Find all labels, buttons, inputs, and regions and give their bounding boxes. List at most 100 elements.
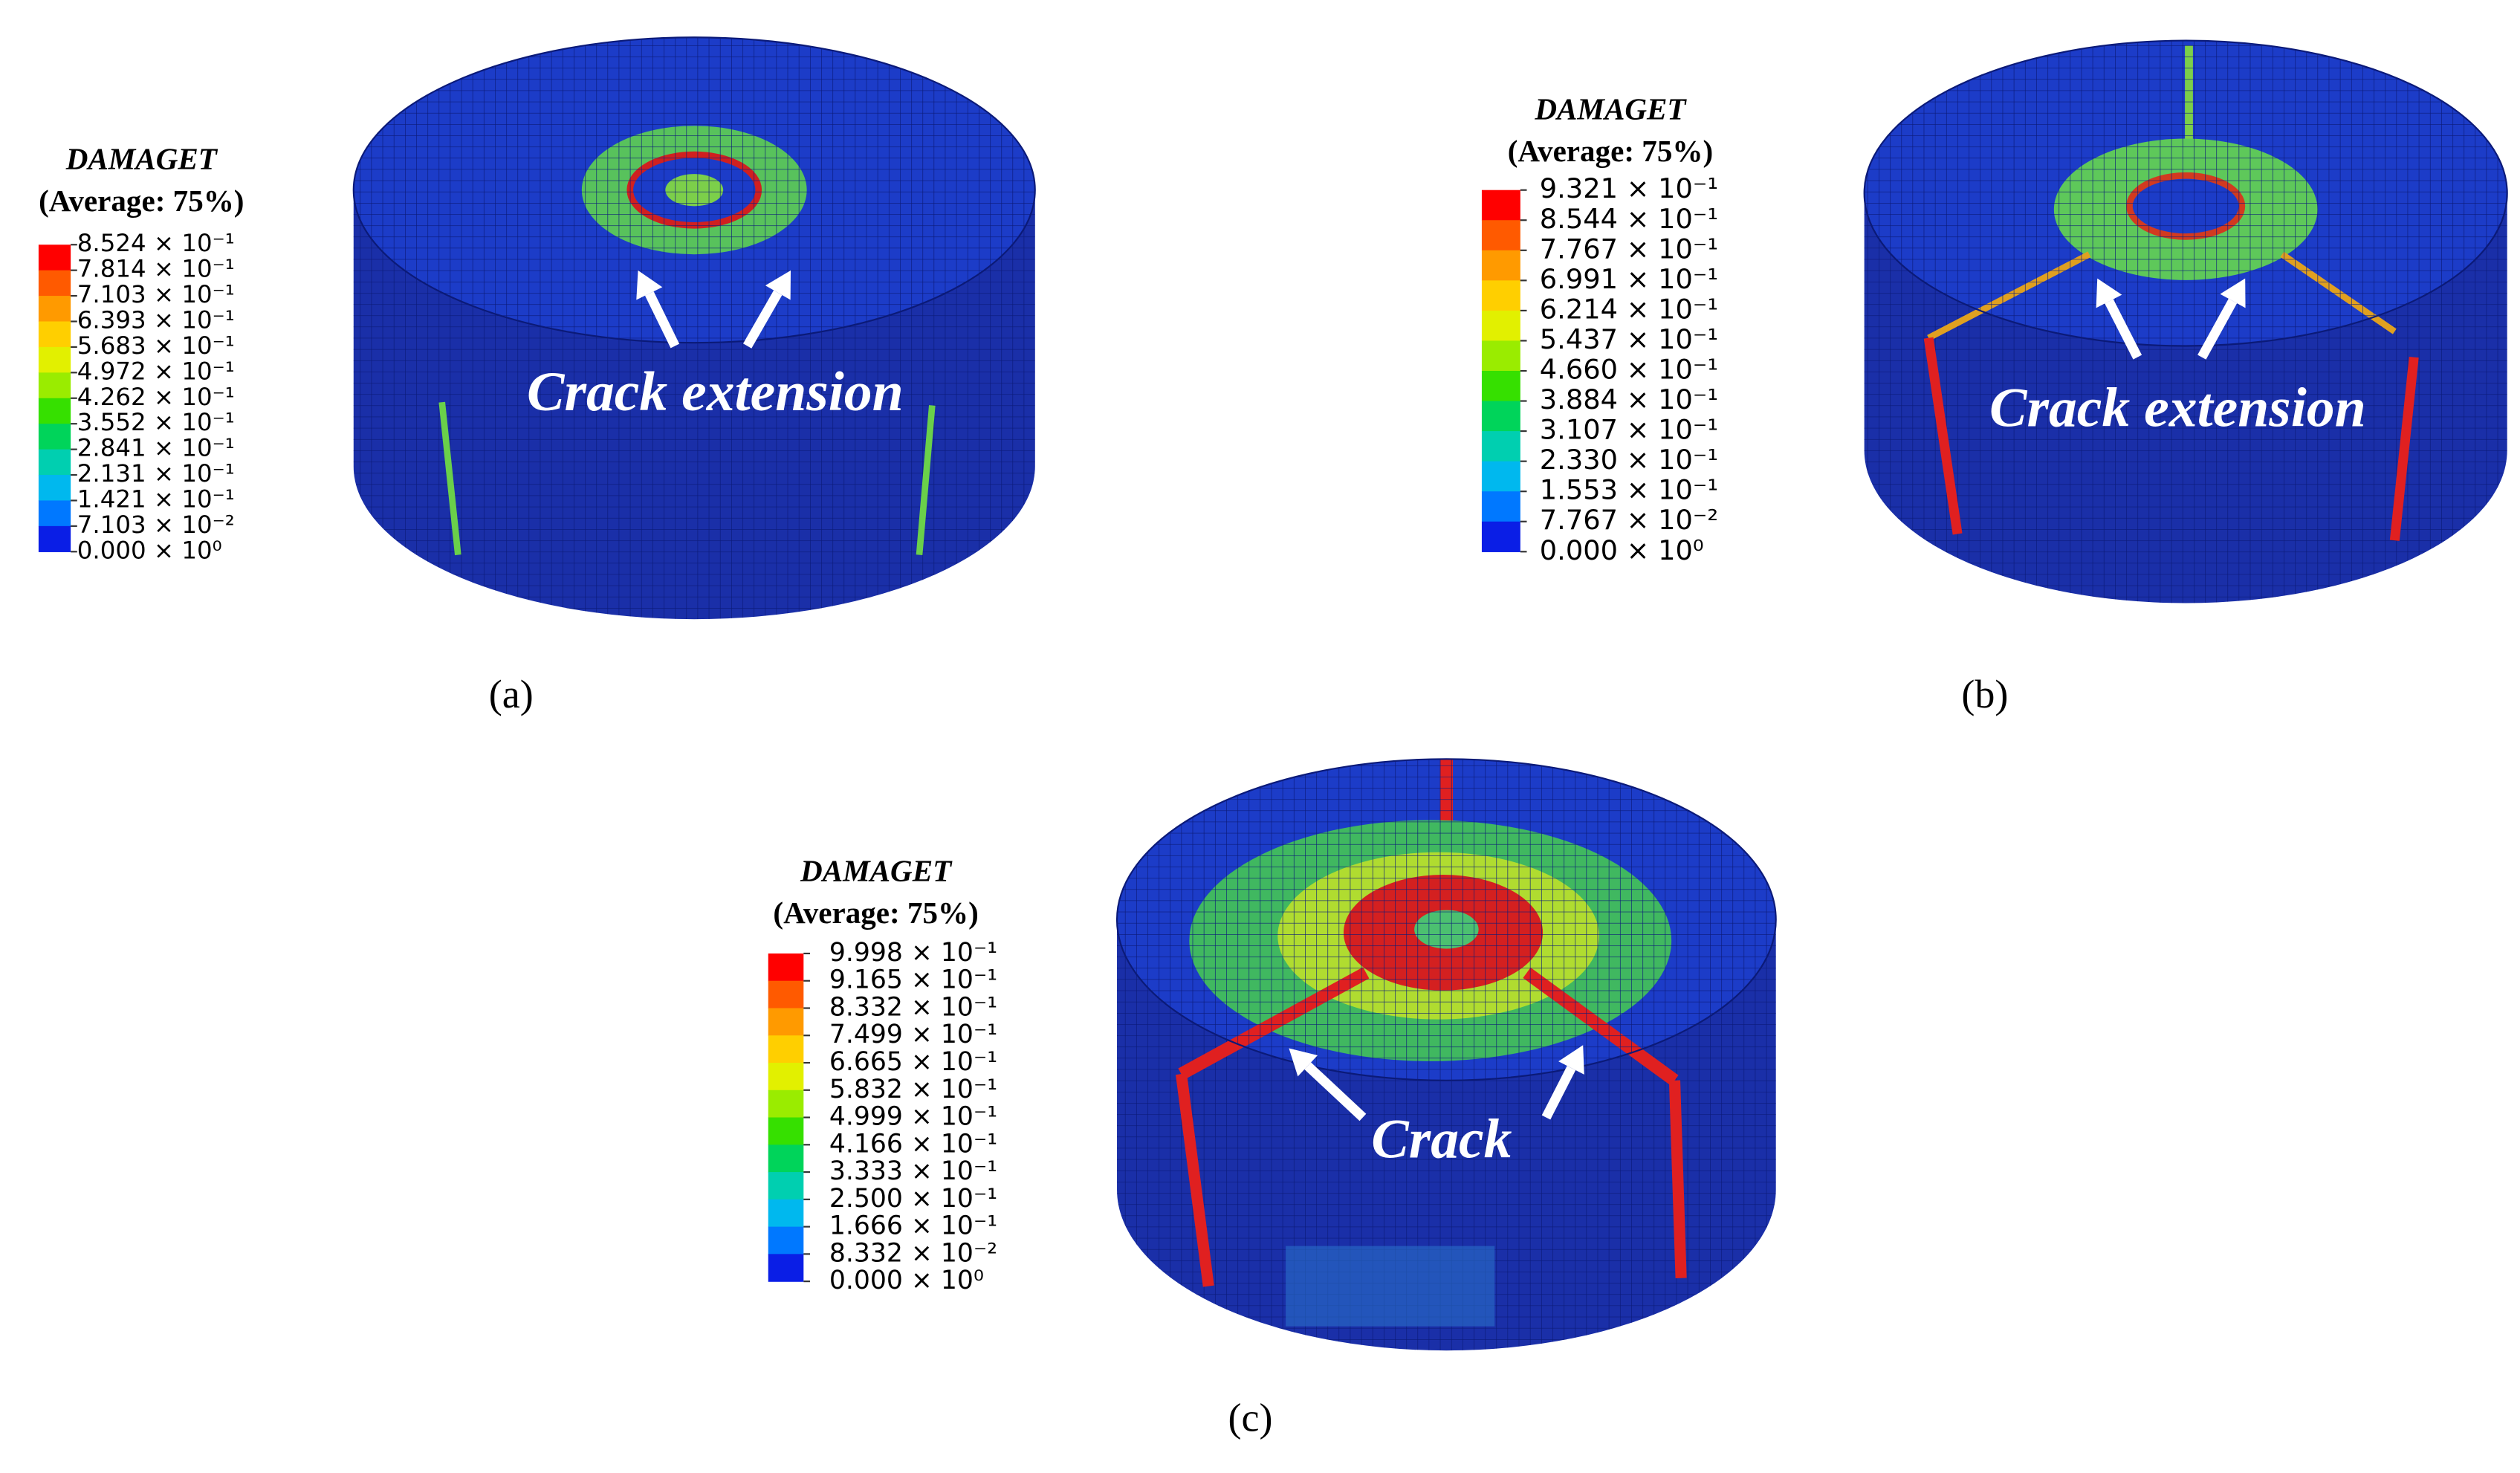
legend-subtitle: (Average: 75%) [773,896,978,930]
crack [2389,356,2419,541]
crack [438,401,461,556]
legend-band [38,346,71,373]
legend-label: 5.832 × 10⁻¹ [829,1075,997,1104]
legend-band [768,1226,804,1255]
arrow-head [765,270,791,300]
arrow [2197,298,2238,360]
legend-band [1481,401,1520,432]
legend-label: 4.660 × 10⁻¹ [1540,354,1718,386]
legend-band [1481,461,1520,492]
legend-label: 7.767 × 10⁻¹ [1540,233,1718,265]
legend-band [768,1117,804,1145]
legend-label: 0.000 × 10⁰ [1540,534,1704,566]
legend-label: 8.332 × 10⁻¹ [829,992,997,1022]
arrow-head [1558,1045,1584,1075]
legend-band [1481,250,1520,282]
damage-zone [1286,1246,1495,1327]
legend-band [38,500,71,527]
annotation: Crack [1371,1109,1512,1171]
annotation: Crack extension [1989,378,2366,439]
legend-label: 3.884 × 10⁻¹ [1540,383,1718,415]
legend-label: 3.552 × 10⁻¹ [77,408,235,436]
panel: Crack extension DAMAGET (Average: 75%) 8.52… [38,36,1036,716]
legend-band [768,953,804,982]
legend-label: 9.165 × 10⁻¹ [829,965,997,995]
panel: Crack DAMAGET (Average: 75%) 9.998 × 10⁻¹9.… [768,758,1777,1440]
cylinder-mesh [1115,758,1777,1081]
crack [1923,337,1963,535]
legend-band [768,980,804,1009]
legend-label: 6.393 × 10⁻¹ [77,306,235,334]
legend-band [38,424,71,450]
legend-label: 6.665 × 10⁻¹ [829,1047,997,1077]
legend-label: 2.330 × 10⁻¹ [1540,444,1718,476]
legend-label: 6.991 × 10⁻¹ [1540,263,1718,295]
caption: (a) [489,672,534,716]
caption: (c) [1228,1395,1273,1440]
legend-label: 5.683 × 10⁻¹ [77,331,235,360]
legend-band [1481,310,1520,342]
legend-label: 9.998 × 10⁻¹ [829,938,997,968]
legend-title: DAMAGET [800,854,953,888]
arrow [742,290,783,349]
caption: (b) [1961,672,2008,716]
crack [916,405,936,555]
arrow [1304,1062,1367,1121]
legend-label: 3.107 × 10⁻¹ [1540,414,1718,446]
legend-label: 7.814 × 10⁻¹ [77,255,235,283]
legend-label: 8.544 × 10⁻¹ [1540,203,1718,235]
legend-label: 8.524 × 10⁻¹ [77,229,235,257]
legend-title: DAMAGET [65,142,218,176]
legend-band [768,1145,804,1173]
legend-band [38,270,71,297]
legend-band [768,1035,804,1064]
legend-label: 9.321 × 10⁻¹ [1540,172,1718,204]
arrow [2105,299,2142,360]
legend-band [38,372,71,399]
arrow [1541,1066,1576,1120]
legend-title: DAMAGET [1534,92,1687,126]
legend-band [768,1090,804,1118]
legend-label: 8.332 × 10⁻² [829,1238,997,1268]
legend-band [38,296,71,323]
legend-band [768,1254,804,1282]
legend-band [38,321,71,348]
legend-band [1481,280,1520,311]
legend-band [1481,431,1520,462]
panel: Crack extension DAMAGET (Average: 75%) 9.32… [1481,39,2508,716]
annotation: Crack extension [527,361,904,423]
legend-label: 4.262 × 10⁻¹ [77,383,235,411]
arrow-head [636,270,663,300]
legend-band [38,525,71,552]
legend-band [38,245,71,271]
legend-label: 1.666 × 10⁻¹ [829,1211,997,1241]
legend-band [1481,340,1520,372]
cylinder-mesh [352,36,1036,344]
crack [1668,1080,1687,1279]
legend-band [768,1199,804,1228]
legend-band [38,449,71,476]
legend-band [768,1172,804,1200]
legend-label: 7.767 × 10⁻² [1540,504,1718,536]
legend-band [768,1008,804,1036]
legend-label: 7.103 × 10⁻¹ [77,280,235,308]
arrow-head [2096,278,2122,308]
legend-label: 5.437 × 10⁻¹ [1540,323,1718,355]
legend-label: 1.553 × 10⁻¹ [1540,474,1718,506]
legend-label: 1.421 × 10⁻¹ [77,485,235,513]
arrow-head [2220,278,2246,308]
legend-label: 3.333 × 10⁻¹ [829,1156,997,1186]
crack [1176,1073,1214,1287]
legend-band [768,1063,804,1091]
legend-label: 4.999 × 10⁻¹ [829,1102,997,1132]
legend-label: 0.000 × 10⁰ [829,1266,984,1295]
legend-label: 2.500 × 10⁻¹ [829,1184,997,1214]
legend-band [1481,220,1520,251]
legend-label: 2.841 × 10⁻¹ [77,434,235,462]
cylinder-mesh [1863,39,2508,347]
legend-label: 0.000 × 10⁰ [77,536,222,564]
legend-band [1481,491,1520,522]
legend-label: 7.499 × 10⁻¹ [829,1020,997,1049]
